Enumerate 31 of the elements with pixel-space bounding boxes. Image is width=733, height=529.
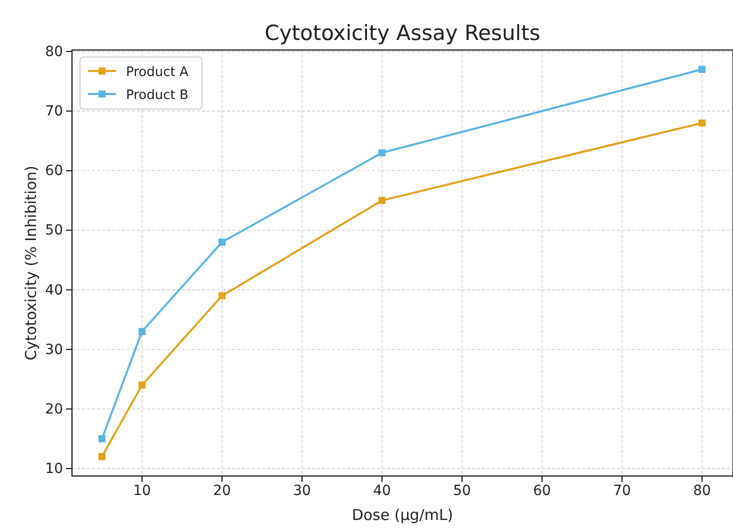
point: [98, 453, 106, 460]
x-tick-label: 70: [613, 482, 631, 499]
x-tick-label: 80: [693, 482, 711, 499]
chart-title: Cytotoxicity Assay Results: [264, 21, 540, 45]
x-tick-label: 50: [453, 482, 471, 499]
y-tick-label: 10: [45, 461, 63, 478]
point: [378, 149, 386, 156]
point: [698, 119, 706, 127]
point: [698, 66, 706, 73]
point: [218, 238, 226, 246]
y-tick-label: 30: [45, 342, 63, 358]
y-tick-label: 80: [45, 44, 63, 60]
point: [378, 196, 386, 204]
point: [218, 292, 226, 300]
y-tick-label: 20: [45, 401, 63, 418]
legend-label: Product A: [126, 65, 188, 80]
y-axis-title: Cytotoxicity (% Inhibition): [22, 166, 40, 360]
point: [98, 435, 106, 442]
x-tick-label: 30: [293, 482, 311, 499]
y-tick-label: 70: [45, 104, 63, 120]
point: [138, 328, 146, 336]
y-tick-label: 40: [45, 282, 63, 298]
y-tick-label: 50: [45, 222, 63, 239]
x-tick-label: 20: [213, 482, 231, 499]
x-tick-label: 60: [533, 482, 551, 499]
legend-label: Product B: [126, 88, 188, 103]
point: [138, 382, 146, 389]
y-tick-label: 60: [45, 163, 63, 180]
x-axis-title: Dose (µg/mL): [352, 506, 454, 524]
x-tick-label: 40: [373, 482, 391, 499]
x-tick-label: 10: [133, 482, 151, 499]
